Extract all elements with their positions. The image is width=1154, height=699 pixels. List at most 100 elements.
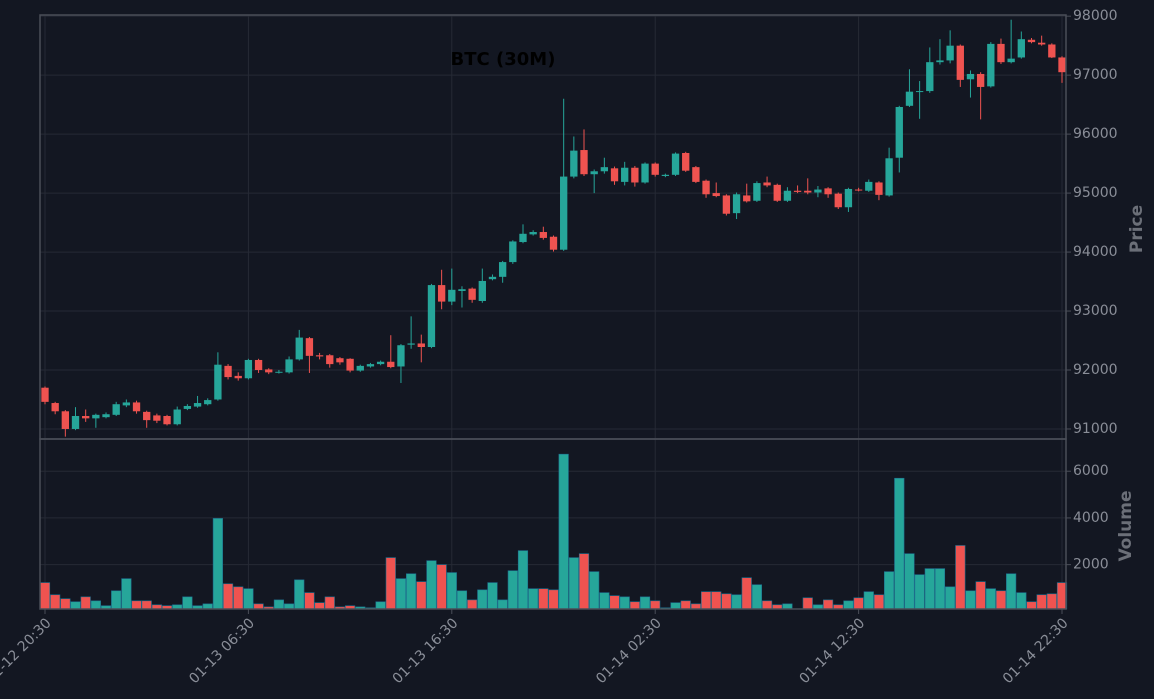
candle-body bbox=[641, 163, 649, 183]
volume-bar bbox=[1026, 601, 1037, 610]
y-tick-label: 97000 bbox=[1073, 67, 1118, 83]
volume-bar bbox=[619, 596, 630, 610]
candle-body bbox=[407, 343, 415, 345]
candle-body bbox=[468, 288, 476, 300]
volume-bar bbox=[1046, 593, 1057, 610]
volume-bar bbox=[731, 594, 742, 610]
candle-body bbox=[305, 338, 314, 356]
volume-bar bbox=[70, 601, 81, 610]
candle-body bbox=[905, 91, 914, 106]
volume-bar bbox=[456, 590, 468, 610]
volume-bar bbox=[945, 586, 956, 610]
candle-body bbox=[356, 365, 364, 371]
candle-body bbox=[254, 359, 263, 371]
candle-body bbox=[41, 387, 49, 402]
candle-body bbox=[722, 195, 731, 214]
candle-body bbox=[915, 91, 924, 93]
candle-body bbox=[529, 232, 537, 235]
candle-body bbox=[783, 190, 792, 201]
price-axis-label: Price bbox=[1127, 205, 1147, 253]
volume-bar bbox=[90, 600, 101, 610]
volume-bar bbox=[111, 590, 122, 610]
candle-body bbox=[204, 400, 212, 405]
volume-bar bbox=[884, 571, 895, 610]
volume-bar bbox=[782, 603, 793, 610]
candle-body bbox=[712, 193, 720, 197]
volume-bar bbox=[385, 557, 396, 610]
y-tick-label: 93000 bbox=[1073, 303, 1118, 319]
candle-body bbox=[824, 188, 832, 195]
candle-body bbox=[773, 184, 781, 201]
candle-body bbox=[834, 193, 842, 208]
candle-body bbox=[61, 411, 70, 429]
volume-bar bbox=[558, 453, 569, 610]
volume-axis-label: Volume bbox=[1116, 490, 1136, 561]
candle-body bbox=[82, 416, 90, 419]
candle-body bbox=[560, 176, 568, 250]
candle-body bbox=[437, 285, 446, 302]
candle-body bbox=[590, 171, 598, 175]
candle-body bbox=[1048, 44, 1056, 58]
volume-bar bbox=[141, 600, 152, 610]
candle-body bbox=[193, 403, 202, 407]
volume-bar bbox=[741, 577, 752, 610]
volume-bar bbox=[324, 596, 335, 610]
candle-body bbox=[295, 337, 303, 360]
volume-bar bbox=[843, 600, 854, 610]
candle-body bbox=[1058, 57, 1066, 73]
candle-body bbox=[143, 411, 151, 421]
candle-body bbox=[448, 289, 456, 302]
candle-body bbox=[814, 189, 822, 193]
candle-body bbox=[346, 358, 354, 371]
volume-bar bbox=[680, 600, 691, 610]
chart-title: BTC (30M) bbox=[451, 49, 556, 70]
candle-body bbox=[224, 365, 232, 378]
candle-body bbox=[1017, 39, 1025, 58]
candle-body bbox=[336, 358, 344, 363]
candle-body bbox=[651, 163, 659, 175]
volume-bar bbox=[873, 594, 885, 610]
y-tick-label: 98000 bbox=[1073, 8, 1118, 24]
candle-body bbox=[987, 43, 995, 87]
volume-bar bbox=[517, 550, 529, 610]
volume-bar bbox=[711, 591, 722, 610]
candle-body bbox=[875, 182, 883, 195]
volume-bar bbox=[284, 603, 295, 610]
volume-bar bbox=[904, 553, 915, 610]
candle-body bbox=[539, 232, 547, 238]
y-tick-label: 92000 bbox=[1073, 362, 1118, 378]
volume-bar bbox=[39, 582, 51, 610]
candle-body bbox=[458, 289, 466, 291]
candle-body bbox=[956, 45, 964, 80]
volume-bar bbox=[761, 600, 773, 610]
candle-body bbox=[549, 236, 558, 250]
volume-bar bbox=[985, 588, 996, 610]
volume-bar bbox=[416, 581, 427, 610]
candle-body bbox=[671, 153, 680, 175]
volume-bar bbox=[823, 599, 834, 610]
volume-bar bbox=[253, 603, 264, 610]
candle-body bbox=[997, 43, 1005, 63]
candle-body bbox=[631, 167, 639, 183]
candle-body bbox=[865, 181, 873, 191]
volume-bar bbox=[50, 594, 61, 610]
y-tick-label: 91000 bbox=[1073, 421, 1118, 437]
candle-body bbox=[417, 343, 425, 348]
volume-bar bbox=[975, 581, 986, 610]
candle-body bbox=[936, 60, 944, 63]
y-tick-label: 96000 bbox=[1073, 126, 1118, 142]
candle-body bbox=[51, 403, 59, 412]
candle-body bbox=[397, 345, 405, 367]
candle-body bbox=[366, 364, 375, 367]
candle-body bbox=[946, 45, 954, 61]
volume-bar bbox=[182, 596, 193, 610]
candle-body bbox=[173, 409, 181, 425]
volume-bar bbox=[212, 518, 223, 610]
candle-body bbox=[234, 375, 242, 379]
candle-body bbox=[692, 167, 700, 182]
candle-body bbox=[793, 190, 802, 192]
volume-bar bbox=[538, 588, 549, 610]
volume-bar bbox=[426, 560, 437, 610]
